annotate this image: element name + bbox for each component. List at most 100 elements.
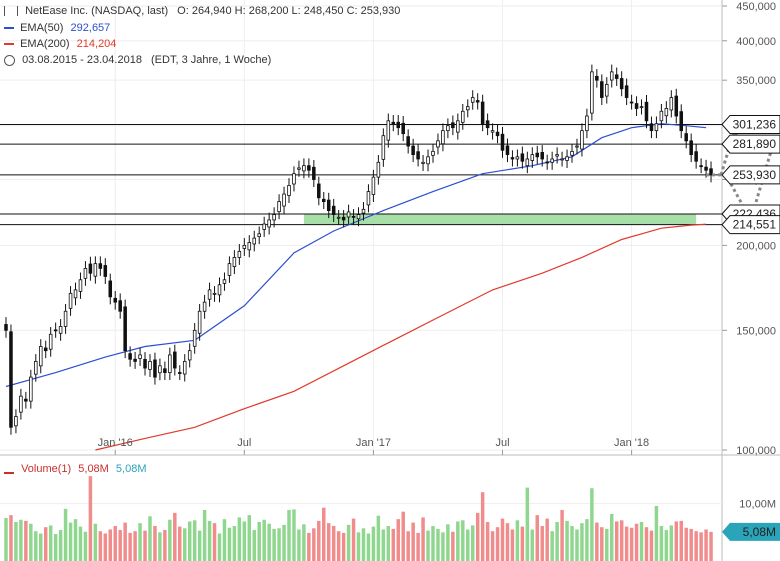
volume-bar xyxy=(520,526,525,561)
candle-body xyxy=(366,191,371,206)
candle-body xyxy=(659,110,664,122)
volume-bar xyxy=(649,530,654,561)
volume-bar xyxy=(43,527,48,561)
volume-bar xyxy=(396,519,400,561)
volume-bar xyxy=(14,522,18,561)
candle-body xyxy=(277,201,281,213)
volume-bar xyxy=(639,522,644,561)
candle-body xyxy=(19,395,23,413)
volume-bar xyxy=(560,509,564,561)
volume-bar xyxy=(222,519,227,561)
chart-type-icon xyxy=(4,6,18,17)
volume-bar xyxy=(609,513,614,561)
candle-body xyxy=(242,244,247,249)
candle-body xyxy=(679,111,684,132)
y-tick-label: 150,000 xyxy=(736,325,776,337)
candle-body xyxy=(515,156,520,160)
volume-bar xyxy=(585,519,589,561)
volume-bar xyxy=(9,515,13,561)
candle-body xyxy=(282,193,286,207)
volume-bar xyxy=(307,532,311,561)
volume-bar xyxy=(619,520,624,561)
volume-bar xyxy=(242,521,247,561)
candle-body xyxy=(709,168,713,176)
volume-bar xyxy=(595,522,599,561)
volume-bar xyxy=(515,520,520,561)
date-range-detail: (EDT, 3 Jahre, 1 Woche) xyxy=(151,54,272,66)
ema200-label: EMA(200) xyxy=(20,38,70,50)
candles xyxy=(4,64,713,435)
volume-bar xyxy=(19,519,23,561)
candle-body xyxy=(694,151,698,162)
candle-body xyxy=(187,350,192,361)
y-tick-label: 100,000 xyxy=(736,445,776,457)
candle-body xyxy=(73,289,78,299)
candle-body xyxy=(600,81,604,98)
level-flag xyxy=(721,134,780,154)
candle-body xyxy=(595,75,599,81)
candle-body xyxy=(247,242,252,251)
volume-bar xyxy=(331,526,336,561)
volume-bar xyxy=(341,532,346,561)
volume-bar xyxy=(326,523,331,561)
volume-bar xyxy=(614,521,619,561)
volume-bar xyxy=(659,526,664,561)
candle-body xyxy=(505,145,510,156)
volume-bar xyxy=(98,531,103,561)
volume-bar xyxy=(178,526,182,561)
volume-bar xyxy=(123,522,127,561)
candle-body xyxy=(545,161,549,164)
candle-body xyxy=(411,145,415,156)
y-tick-label: 450,000 xyxy=(736,1,776,13)
candle-body xyxy=(317,183,321,199)
candle-body xyxy=(485,120,490,129)
volume-bar xyxy=(173,512,177,561)
volume-bar xyxy=(411,522,415,561)
horizontal-levels xyxy=(0,123,722,226)
volume-bar xyxy=(272,528,276,561)
volume-bar xyxy=(699,532,703,561)
volume-bar xyxy=(48,525,53,561)
volume-bar xyxy=(629,527,634,561)
level-flag-label: 301,236 xyxy=(733,117,777,131)
volume-bar xyxy=(317,520,321,561)
volume-bar xyxy=(282,524,286,561)
volume-bar xyxy=(34,531,38,561)
candle-body xyxy=(148,361,152,370)
candle-body xyxy=(654,123,659,132)
volume-bar xyxy=(366,533,371,561)
candle-body xyxy=(128,353,132,360)
volume-bar xyxy=(704,529,708,561)
candle-body xyxy=(490,130,495,133)
ema50-legend: EMA(50) 292,657 xyxy=(4,22,110,34)
volume-bar xyxy=(217,533,222,561)
volume-bar xyxy=(58,530,63,561)
volume-bar xyxy=(29,523,33,561)
volume-bar xyxy=(510,529,515,561)
candle-body xyxy=(207,289,212,300)
volume-bar xyxy=(168,519,172,561)
volume-bar xyxy=(133,531,137,561)
volume-bar xyxy=(475,512,480,561)
candle-body xyxy=(689,140,693,156)
volume-bar xyxy=(570,526,574,561)
volume-value-1: 5,08M xyxy=(78,463,109,475)
ema50-path xyxy=(5,123,707,388)
ema200-swatch xyxy=(4,43,14,46)
volume-bar xyxy=(441,532,445,561)
candle-body xyxy=(605,84,609,97)
x-axis: Jan '16 Jul Jan '17 Jul Jan '18 xyxy=(98,437,649,455)
volume-bar xyxy=(679,520,683,561)
candle-body xyxy=(500,133,505,151)
volume-bar xyxy=(376,515,381,561)
volume-bar xyxy=(669,525,674,561)
ema50-label: EMA(50) xyxy=(20,22,64,34)
volume-bar xyxy=(158,532,162,561)
volume-bar xyxy=(421,517,425,561)
candle-body xyxy=(78,279,83,292)
volume-bar xyxy=(565,520,569,561)
volume-bar xyxy=(466,529,470,561)
support-zone-band xyxy=(303,213,697,225)
